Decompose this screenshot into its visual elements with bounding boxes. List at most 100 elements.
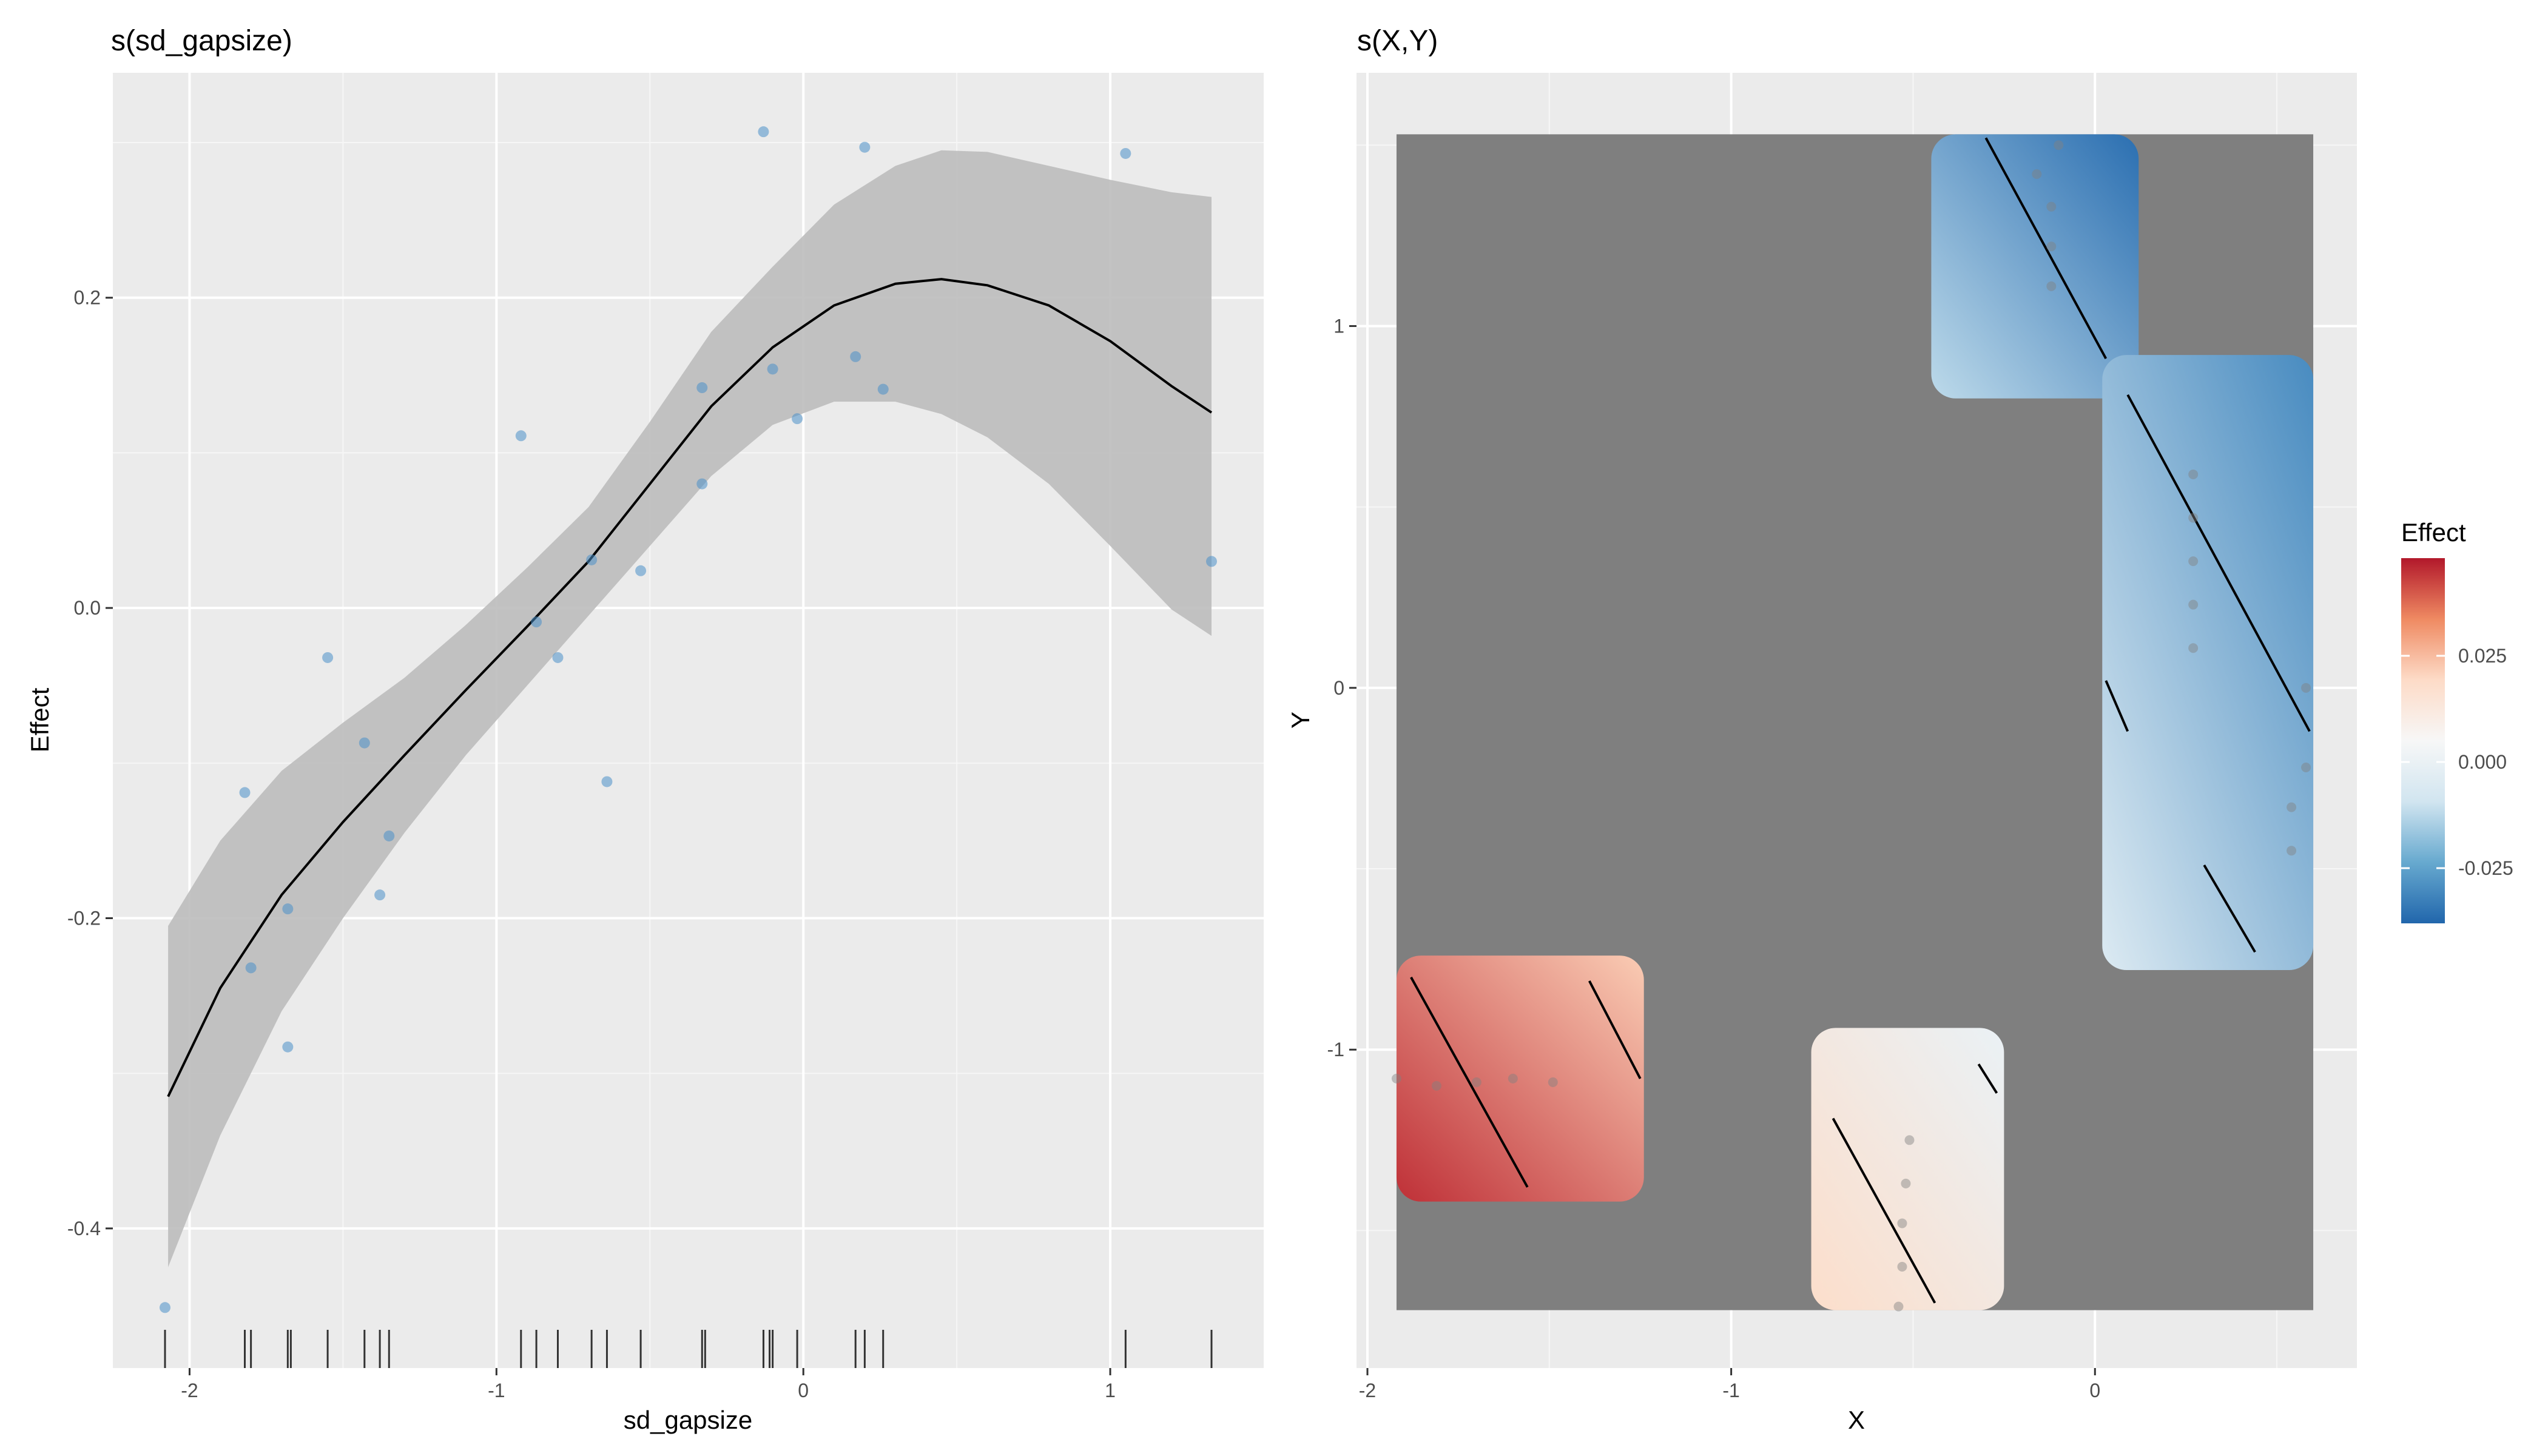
effect-region-top xyxy=(1931,134,2139,399)
legend-tick-label: 0.025 xyxy=(2458,645,2507,667)
y-tick-label: 1 xyxy=(1333,315,1344,337)
residual-point xyxy=(1120,147,1131,159)
effect-region-right xyxy=(2102,355,2314,970)
contour-line xyxy=(2126,394,2311,732)
contour-line xyxy=(1410,976,1529,1188)
x-tick-label: -1 xyxy=(1722,1380,1739,1401)
residual-point xyxy=(601,776,613,787)
x-axis-label-x: X xyxy=(1848,1406,1865,1434)
x-tick-label: -2 xyxy=(1359,1380,1376,1401)
title-smooth-sd-gapsize: s(sd_gapsize) xyxy=(111,25,292,57)
data-point xyxy=(2287,802,2297,812)
x-axis-label-sd-gapsize: sd_gapsize xyxy=(624,1406,752,1434)
residual-point xyxy=(696,382,708,394)
residual-point xyxy=(635,565,647,576)
legend-colorbar xyxy=(2401,558,2445,923)
data-point xyxy=(1431,1080,1441,1091)
residual-point xyxy=(850,351,861,362)
residual-point xyxy=(515,430,527,442)
residual-point xyxy=(531,616,542,628)
residual-point xyxy=(792,413,803,425)
data-point xyxy=(2046,241,2057,252)
smooth-line xyxy=(167,278,1213,1097)
data-point xyxy=(1897,1262,1907,1272)
panel-smooth-xy: s(X,Y) -2 -1 0 -1 0 1 X Y xyxy=(1286,25,2357,1434)
residual-point xyxy=(1206,556,1218,567)
data-point xyxy=(1391,1073,1401,1084)
contour-line xyxy=(1588,980,1642,1079)
data-point xyxy=(2188,599,2199,610)
x-tick-label: 0 xyxy=(2089,1380,2100,1401)
data-point xyxy=(1893,1301,1904,1312)
data-point xyxy=(2301,763,2311,773)
contour-lines xyxy=(1410,137,2311,1304)
y-axis-label-effect: Effect xyxy=(25,687,54,752)
x-tick-label: 0 xyxy=(798,1380,809,1401)
y-tick-label: -1 xyxy=(1327,1039,1344,1060)
residual-point xyxy=(322,652,334,663)
data-point xyxy=(1508,1073,1518,1084)
residual-point xyxy=(696,478,708,490)
contour-line xyxy=(2105,680,2129,732)
y-tick-label: 0.0 xyxy=(74,597,101,619)
residual-point xyxy=(239,787,251,798)
contour-line xyxy=(2203,864,2256,953)
legend-effect: Effect 0.025 0.000 -0.025 xyxy=(2401,518,2513,923)
y-tick-label: 0 xyxy=(1333,677,1344,699)
residual-point xyxy=(552,652,564,663)
data-point xyxy=(2287,846,2297,856)
contour-line xyxy=(1832,1117,1936,1304)
residual-point xyxy=(767,363,778,375)
data-point xyxy=(1548,1077,1558,1087)
data-point xyxy=(1471,1077,1481,1087)
residual-point xyxy=(877,383,889,395)
residual-point xyxy=(359,737,370,749)
residual-point xyxy=(859,141,871,153)
axes-left: -2 -1 0 1 -0.4 -0.2 0.0 0.2 xyxy=(67,287,1116,1401)
legend-tick-label: -0.025 xyxy=(2458,857,2513,879)
data-point xyxy=(2188,513,2199,523)
x-tick-label: 1 xyxy=(1105,1380,1116,1401)
residual-point xyxy=(159,1302,170,1313)
effect-region-bottom-center xyxy=(1811,1028,2004,1310)
data-point xyxy=(2032,169,2042,179)
residual-point xyxy=(245,962,257,974)
partial-residual-points xyxy=(159,126,1218,1313)
legend-title: Effect xyxy=(2401,518,2466,547)
data-point xyxy=(2301,682,2311,693)
x-tick-label: -1 xyxy=(488,1380,505,1401)
data-point xyxy=(1904,1135,1915,1145)
contour-line xyxy=(1984,137,2108,360)
data-point xyxy=(2188,556,2199,567)
y-tick-label: -0.4 xyxy=(67,1218,101,1239)
confidence-band xyxy=(168,150,1212,1267)
legend-ticks: 0.025 0.000 -0.025 xyxy=(2401,645,2513,879)
y-tick-label: -0.2 xyxy=(67,908,101,929)
rug-marks xyxy=(164,1330,1213,1368)
residual-point xyxy=(383,830,395,841)
legend-tick-label: 0.000 xyxy=(2458,751,2507,773)
data-point xyxy=(2188,643,2199,653)
x-tick-label: -2 xyxy=(181,1380,198,1401)
effect-raster xyxy=(1396,134,2314,1310)
data-point xyxy=(2188,469,2199,479)
title-smooth-xy: s(X,Y) xyxy=(1357,25,1438,57)
data-point xyxy=(2054,140,2064,150)
residual-point xyxy=(282,1041,294,1053)
residual-point xyxy=(282,903,294,915)
panel-smooth-sd-gapsize: s(sd_gapsize) -2 -1 0 1 -0.4 -0.2 0.0 0.2 sd_ga… xyxy=(25,25,1264,1434)
data-point xyxy=(1901,1178,1911,1188)
data-point xyxy=(1897,1218,1907,1228)
residual-point xyxy=(758,126,769,138)
data-point xyxy=(2046,201,2057,212)
data-point xyxy=(2046,281,2057,291)
data-points xyxy=(1391,140,2311,1312)
y-axis-label-y: Y xyxy=(1286,712,1315,729)
contour-line xyxy=(1977,1063,1998,1094)
y-tick-label: 0.2 xyxy=(74,287,101,309)
residual-point xyxy=(586,554,598,565)
residual-point xyxy=(374,889,386,901)
axes-right: -2 -1 0 -1 0 1 xyxy=(1327,315,2101,1401)
effect-region-bottom-left xyxy=(1396,956,1644,1202)
